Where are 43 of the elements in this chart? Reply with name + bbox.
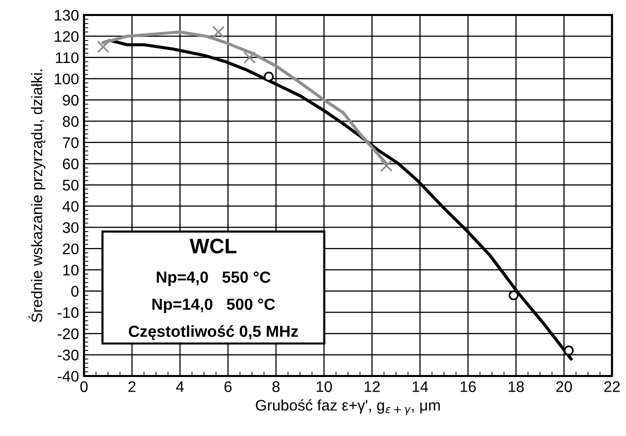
y-tick-label: 80 (62, 116, 79, 127)
y-tick-label: 30 (62, 222, 79, 234)
y-tick-label: 130 (54, 10, 79, 21)
x-tick-label: 12 (364, 381, 380, 392)
y-tick-label: 40 (62, 200, 79, 212)
x-tick-label: 22 (604, 381, 620, 392)
y-axis-title: Średnie wskazanie przyrządu, działki. (28, 70, 46, 322)
y-tick-label: -40 (58, 370, 79, 382)
x-tick-label: 10 (316, 381, 332, 392)
y-tick-label: 20 (62, 243, 79, 254)
y-tick-label: 90 (62, 94, 79, 106)
x-tick-label: 4 (176, 381, 184, 392)
y-tick-label: 50 (62, 180, 79, 191)
y-tick-label: 100 (54, 74, 79, 84)
x-tick-label: 20 (556, 381, 572, 392)
point (96, 40, 110, 54)
y-tick-label: 10 (63, 264, 79, 276)
annotation: Np=14,0 500 °C (152, 298, 275, 314)
annotation: Częstotliwość 0,5 MHz (128, 325, 298, 340)
y-tick-label: 120 (54, 31, 79, 42)
x-tick-label: 14 (412, 381, 428, 392)
point (212, 26, 225, 38)
y-tick-label: 0 (71, 286, 79, 297)
x-tick-label: 16 (460, 381, 476, 392)
x-tick-label: 6 (224, 381, 232, 392)
y-tick-label: 60 (62, 158, 79, 170)
annotation: Np=4,0 550 °C (156, 272, 270, 286)
point (380, 160, 393, 172)
y-tick-label: 110 (56, 52, 79, 64)
x-tick-label: 8 (272, 381, 280, 392)
annotation: WCL (190, 238, 236, 254)
point (564, 346, 574, 356)
y-tick-label: 70 (62, 137, 79, 148)
x-axis-title: Grubość faz ε+γ', g$_{ε+γ}$, μm (256, 399, 440, 416)
y-tick-label: -20 (58, 328, 79, 340)
y-tick-label: -10 (58, 307, 79, 318)
x-tick-label: 18 (508, 381, 524, 392)
point (508, 290, 519, 300)
point (243, 51, 256, 64)
x-tick-label: 0 (80, 381, 88, 392)
y-tick-label: -30 (58, 350, 79, 360)
x-tick-label: 2 (128, 381, 136, 392)
point (264, 72, 274, 82)
